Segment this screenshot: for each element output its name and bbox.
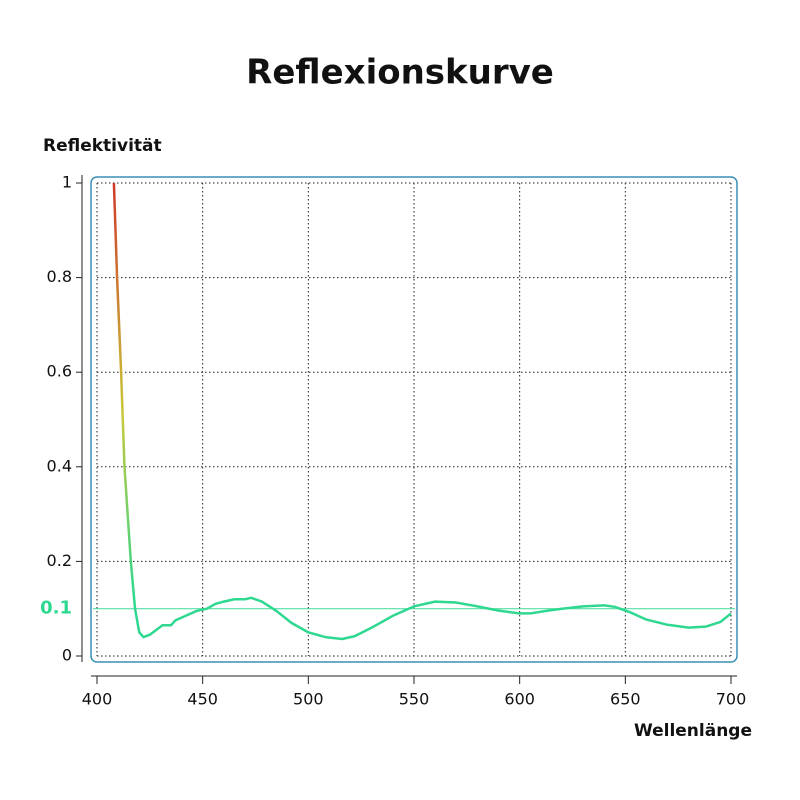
x-tick-label: 650 xyxy=(610,690,641,709)
chart-title: Reflexionskurve xyxy=(246,53,554,93)
plot-frame xyxy=(90,176,738,663)
x-tick-label: 450 xyxy=(187,690,218,709)
x-tick-label: 700 xyxy=(716,690,747,709)
y-tick-label: 0.6 xyxy=(47,362,72,381)
y-tick-label: 0.2 xyxy=(47,551,72,570)
y-tick-label: 0.4 xyxy=(47,456,72,475)
x-tick-label: 600 xyxy=(504,690,535,709)
x-tick-label: 500 xyxy=(293,690,324,709)
x-tick-label: 400 xyxy=(82,690,113,709)
y-tick-label: 1 xyxy=(62,173,72,192)
reference-label: 0.1 xyxy=(40,598,72,619)
y-tick-label: 0 xyxy=(62,646,72,665)
y-tick-label: 0.8 xyxy=(47,267,72,286)
x-axis-title: Wellenlänge xyxy=(634,721,752,741)
x-tick-label: 550 xyxy=(399,690,430,709)
data-line xyxy=(112,182,732,641)
y-axis-title: Reflektivität xyxy=(43,136,162,156)
